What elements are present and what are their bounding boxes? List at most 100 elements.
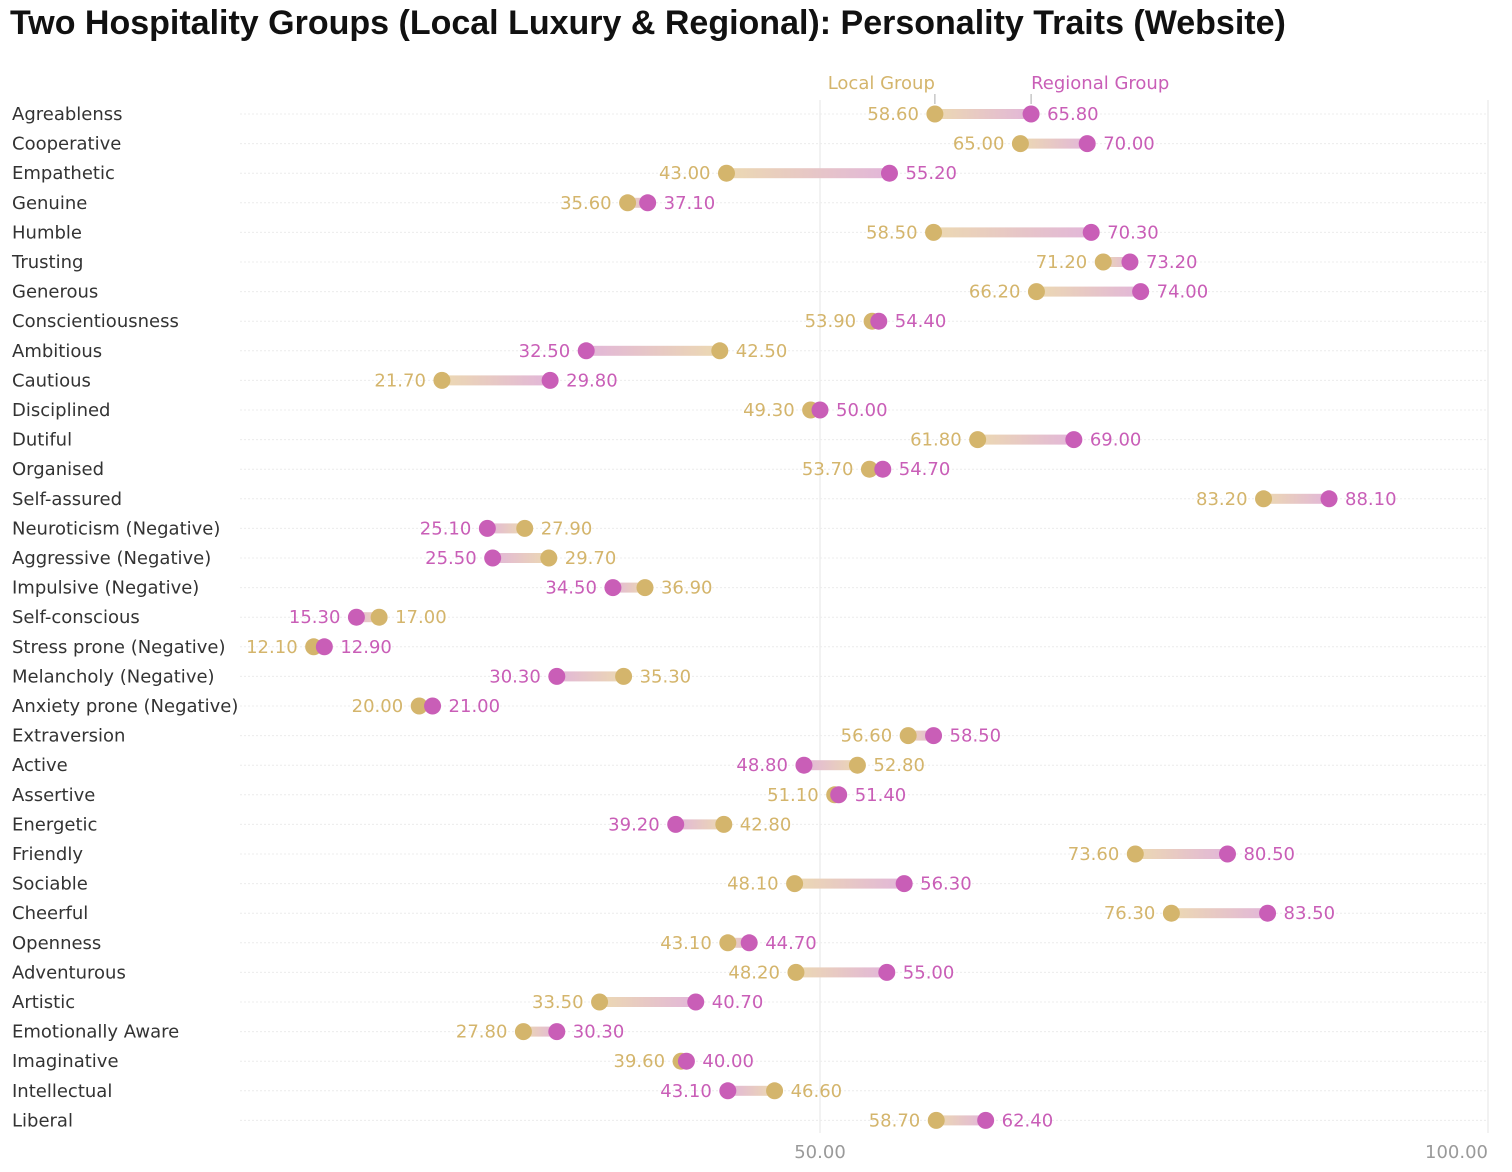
local-group-dot (969, 431, 987, 449)
regional-value-label: 40.70 (712, 992, 764, 1013)
local-value-label: 71.20 (1036, 252, 1088, 273)
regional-value-label: 58.50 (950, 726, 1002, 747)
regional-value-label: 73.20 (1146, 252, 1198, 273)
local-group-dot (1094, 253, 1112, 271)
category-label: Melancholy (Negative) (12, 666, 215, 687)
regional-group-dot (870, 312, 888, 330)
local-value-label: 83.20 (1196, 489, 1248, 510)
category-label: Impulsive (Negative) (12, 578, 199, 599)
regional-value-label: 50.00 (836, 400, 888, 421)
regional-group-dot (484, 549, 502, 567)
dumbbell-bar (727, 1085, 775, 1096)
regional-group-dot (577, 342, 595, 360)
regional-value-label: 62.40 (1002, 1110, 1054, 1131)
local-value-label: 20.00 (352, 696, 404, 717)
dumbbell-bar (1036, 286, 1141, 297)
regional-value-label: 54.40 (895, 311, 947, 332)
local-value-label: 17.00 (395, 607, 447, 628)
local-group-dot (860, 460, 878, 478)
local-value-label: 76.30 (1104, 903, 1156, 924)
regional-group-dot (740, 934, 758, 952)
regional-value-label: 51.40 (855, 785, 907, 806)
category-label: Extraversion (12, 726, 125, 747)
regional-group-dot (315, 638, 333, 656)
dumbbell-bar (599, 997, 696, 1007)
local-group-dot (927, 1111, 945, 1129)
local-value-label: 43.00 (659, 163, 711, 184)
dumbbell-bar (936, 1115, 986, 1126)
regional-group-dot (1022, 105, 1040, 123)
regional-group-dot (687, 993, 705, 1011)
regional-group-dot (1121, 253, 1139, 271)
local-value-label: 58.70 (869, 1110, 921, 1131)
local-value-label: 35.30 (640, 666, 692, 687)
category-label: Stress prone (Negative) (12, 637, 226, 658)
dumbbell-bar (794, 878, 905, 889)
category-label: Trusting (11, 252, 83, 273)
local-group-dot (787, 963, 805, 981)
regional-value-label: 29.80 (566, 370, 618, 391)
local-group-dot (619, 194, 637, 212)
dumbbell-bar (487, 523, 525, 534)
local-value-label: 46.60 (791, 1081, 843, 1102)
local-group-dot (540, 549, 558, 567)
regional-group-dot (1078, 135, 1096, 153)
local-group-dot (711, 342, 729, 360)
category-label: Liberal (12, 1110, 73, 1131)
local-group-dot (410, 697, 428, 715)
dumbbell-bar (1135, 849, 1228, 859)
regional-group-dot (1218, 845, 1236, 863)
local-value-label: 48.10 (727, 874, 779, 895)
regional-group-dot (1132, 283, 1150, 301)
regional-value-label: 80.50 (1243, 844, 1295, 865)
regional-value-label: 39.20 (608, 814, 660, 835)
local-group-dot (1126, 845, 1144, 863)
local-group-dot (848, 756, 866, 774)
regional-group-dot (1065, 431, 1083, 449)
category-label: Cautious (12, 370, 91, 391)
regional-group-dot (895, 875, 913, 893)
category-label: Openness (12, 933, 101, 954)
local-group-dot (615, 667, 633, 685)
regional-value-label: 40.00 (702, 1051, 754, 1072)
local-group-dot (926, 105, 944, 123)
regional-group-dot (878, 963, 896, 981)
local-group-dot (516, 519, 534, 537)
regional-group-dot (977, 1111, 995, 1129)
category-label: Genuine (12, 193, 87, 214)
local-value-label: 51.10 (767, 785, 819, 806)
dumbbell-bar (1263, 493, 1330, 504)
local-value-label: 39.60 (614, 1051, 666, 1072)
category-label: Agreablenss (12, 104, 123, 125)
regional-group-dot (795, 756, 813, 774)
regional-group-dot (478, 519, 496, 537)
category-label: Disciplined (12, 400, 110, 421)
category-label: Neuroticism (Negative) (12, 518, 220, 539)
regional-value-label: 55.20 (905, 163, 957, 184)
local-group-dot (433, 371, 451, 389)
regional-value-label: 56.30 (920, 874, 972, 895)
dumbbell-bar (441, 375, 551, 386)
local-group-dot (786, 875, 804, 893)
regional-group-dot (541, 371, 559, 389)
category-label: Energetic (12, 814, 97, 835)
regional-value-label: 69.00 (1090, 430, 1142, 451)
local-value-label: 49.30 (743, 400, 795, 421)
regional-value-label: 25.50 (425, 548, 477, 569)
category-label: Self-assured (12, 489, 122, 510)
category-label: Ambitious (12, 341, 102, 362)
regional-value-label: 70.30 (1107, 222, 1159, 243)
dumbbell-bar (1103, 257, 1130, 267)
category-label: Assertive (12, 785, 95, 806)
local-value-label: 58.60 (867, 104, 919, 125)
local-value-label: 61.80 (910, 430, 962, 451)
category-label: Empathetic (12, 163, 115, 184)
dumbbell-bar (726, 168, 890, 179)
local-value-label: 36.90 (661, 578, 713, 599)
regional-value-label: 48.80 (736, 755, 788, 776)
category-label: Artistic (12, 992, 75, 1013)
regional-value-label: 65.80 (1047, 104, 1099, 125)
regional-group-dot (830, 786, 848, 804)
regional-group-dot (548, 1023, 566, 1041)
